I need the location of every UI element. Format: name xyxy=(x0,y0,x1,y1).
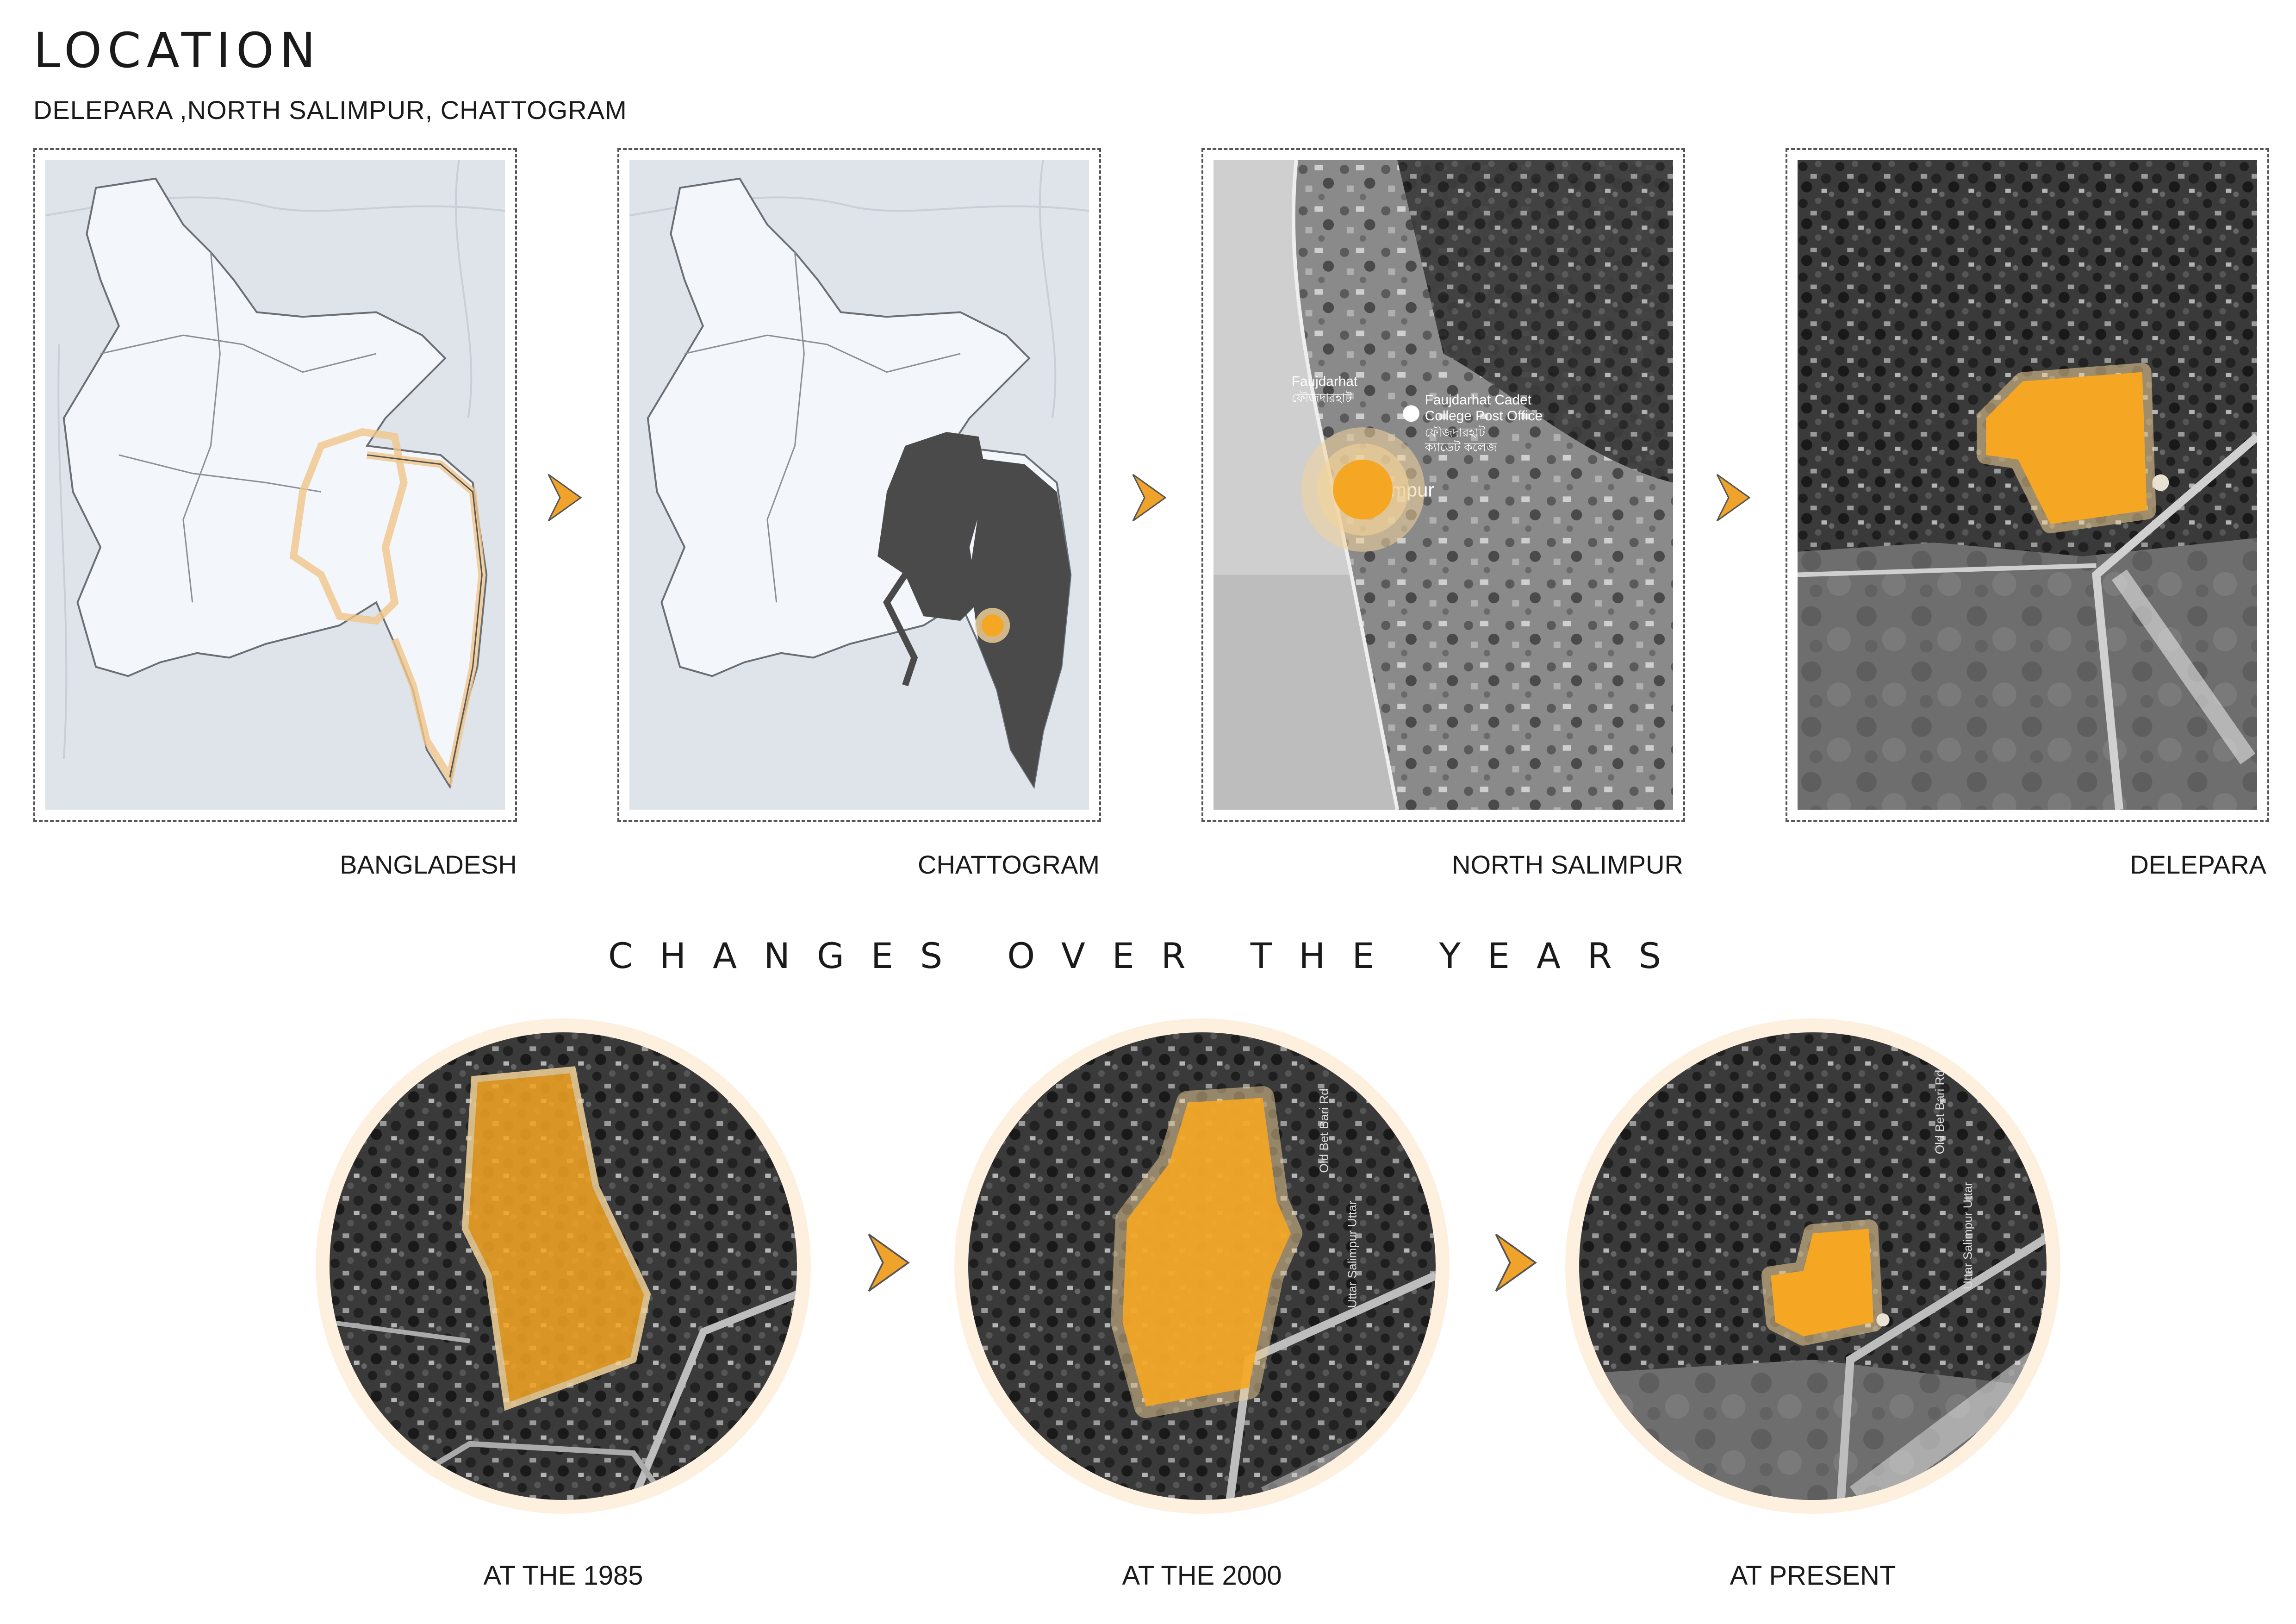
place-label-cadet-college-1: Faujdarhat Cadet xyxy=(1425,392,1532,407)
place-label-faujdarhat: Faujdarhat xyxy=(1292,374,1358,389)
satellite-2000: Old Bet Bari Rd Uttar Salimpur Uttar xyxy=(968,1032,1436,1500)
panel-label-delepara: DELEPARA xyxy=(2130,850,2266,879)
chevron-right-icon xyxy=(1495,1233,1537,1292)
chevron-right-icon xyxy=(1132,474,1167,522)
north-salimpur-satellite: Faujdarhat ফৌজদারহাট Faujdarhat Cadet Co… xyxy=(1213,160,1673,810)
delepara-satellite xyxy=(1798,160,2257,810)
road-label-old-bet-bari: Old Bet Bari Rd xyxy=(1317,1088,1331,1173)
era-circle-present: Old Bet Bari Rd Uttar Salimpur Uttar xyxy=(1565,1018,2060,1514)
chevron-right-icon xyxy=(548,474,582,522)
map-panel-delepara xyxy=(1786,148,2269,822)
map-panel-bangladesh xyxy=(33,148,517,822)
page-subtitle: DELEPARA ,NORTH SALIMPUR, CHATTOGRAM xyxy=(33,95,627,125)
place-label-faujdarhat-local: ফৌজদারহাট xyxy=(1292,390,1352,405)
era-circle-2000: Old Bet Bari Rd Uttar Salimpur Uttar xyxy=(954,1018,1450,1514)
bangladesh-map xyxy=(45,160,505,810)
road-label-uttar-salimpur-present: Uttar Salimpur Uttar xyxy=(1960,1182,1974,1289)
place-label-cadet-college-local-1: ফৌজদারহাট xyxy=(1425,425,1486,440)
era-label-1985: AT THE 1985 xyxy=(483,1561,643,1591)
panel-label-bangladesh: BANGLADESH xyxy=(340,850,517,879)
satellite-1985 xyxy=(330,1032,797,1500)
map-pin-icon xyxy=(1403,405,1419,422)
era-label-2000: AT THE 2000 xyxy=(1122,1561,1282,1591)
chattogram-map xyxy=(629,160,1089,810)
era-circle-1985 xyxy=(316,1018,811,1514)
panel-label-north-salimpur: NORTH SALIMPUR xyxy=(1452,850,1683,879)
page-title: LOCATION xyxy=(33,22,321,79)
place-label-cadet-college-local-2: ক্যাডেট কলেজ xyxy=(1425,440,1497,455)
road-label-old-bet-bari-present: Old Bet Bari Rd xyxy=(1933,1070,1947,1154)
panel-label-chattogram: CHATTOGRAM xyxy=(917,850,1100,879)
changes-section-title: CHANGES OVER THE YEARS xyxy=(608,935,1688,976)
map-panel-chattogram xyxy=(617,148,1101,822)
era-label-present: AT PRESENT xyxy=(1730,1561,1896,1591)
road-label-uttar-salimpur: Uttar Salimpur Uttar xyxy=(1345,1200,1359,1308)
map-panel-north-salimpur: Faujdarhat ফৌজদারহাট Faujdarhat Cadet Co… xyxy=(1201,148,1685,822)
place-label-cadet-college-2: College Post Office xyxy=(1425,408,1543,424)
satellite-present: Old Bet Bari Rd Uttar Salimpur Uttar xyxy=(1579,1032,2047,1500)
chevron-right-icon xyxy=(868,1233,910,1292)
chevron-right-icon xyxy=(1716,474,1751,522)
